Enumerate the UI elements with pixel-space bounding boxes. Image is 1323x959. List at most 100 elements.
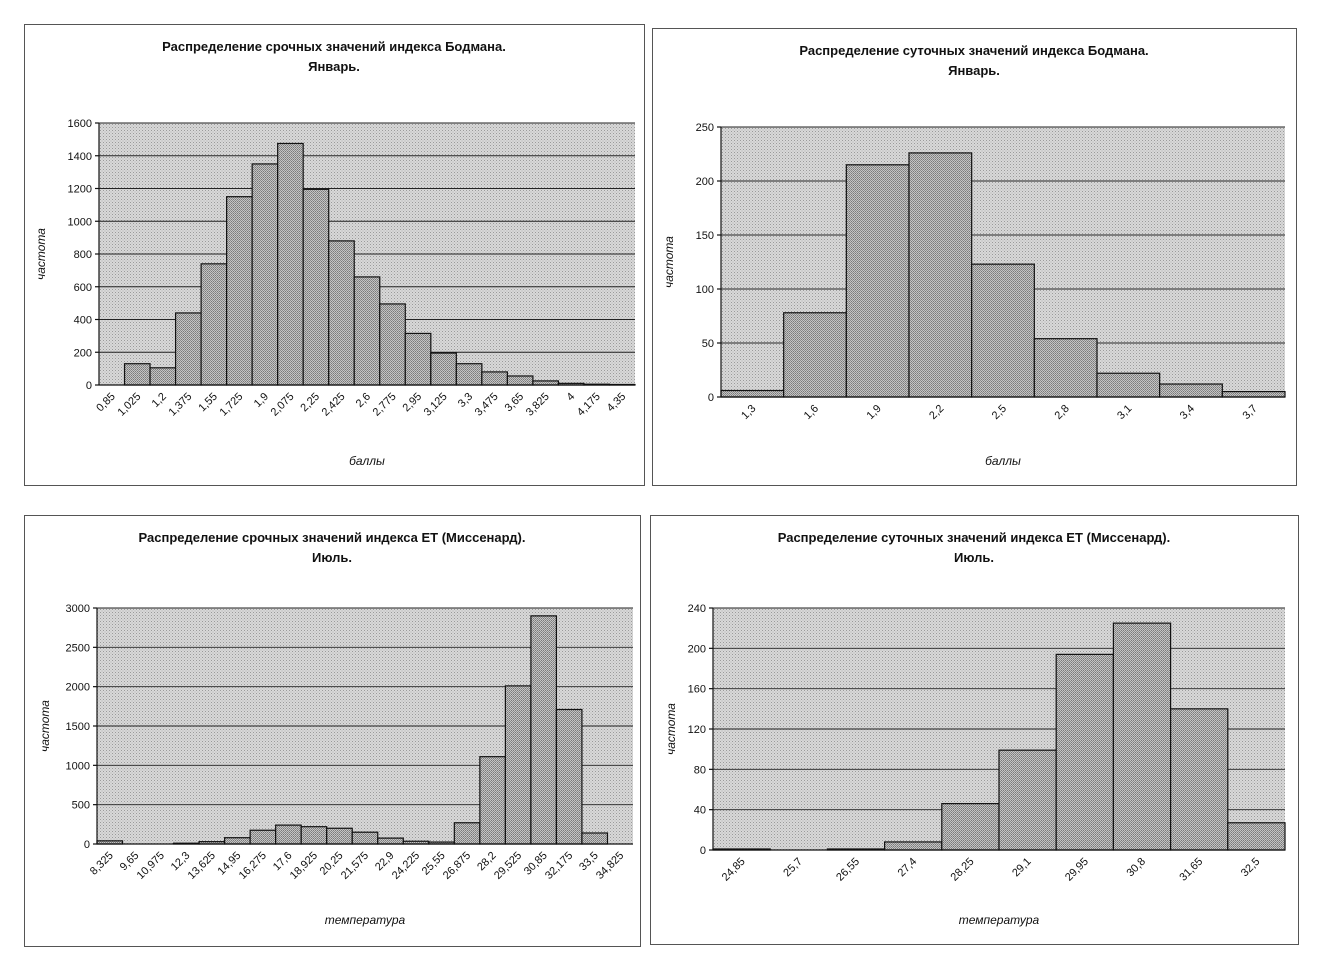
chart-title: Распределение срочных значений индекса Б… bbox=[162, 39, 506, 54]
bar-2 bbox=[149, 367, 177, 386]
x-tick-label: 32,5 bbox=[1239, 856, 1263, 880]
x-tick-label: 26,875 bbox=[441, 850, 473, 882]
bar-7 bbox=[275, 824, 302, 845]
x-tick-label: 31,65 bbox=[1177, 856, 1205, 884]
y-tick-label: 2000 bbox=[66, 682, 90, 694]
x-tick-label: 2,075 bbox=[269, 391, 297, 419]
y-tick-label: 400 bbox=[74, 315, 92, 327]
x-tick-label: 21,575 bbox=[339, 850, 371, 882]
x-tick-label: 3,825 bbox=[524, 391, 552, 419]
x-tick-label: 3,125 bbox=[422, 391, 450, 419]
y-axis-label: частота bbox=[38, 700, 52, 752]
x-tick-label: 1,2 bbox=[150, 391, 169, 410]
x-tick-label: 30,8 bbox=[1124, 856, 1148, 880]
x-tick-label: 24,85 bbox=[720, 856, 748, 884]
x-tick-label: 2,6 bbox=[354, 391, 373, 410]
x-tick-label: 25,7 bbox=[781, 856, 805, 880]
y-tick-label: 600 bbox=[74, 282, 92, 294]
bar-5 bbox=[1033, 338, 1098, 398]
bar-8 bbox=[302, 188, 330, 386]
bar-6 bbox=[249, 829, 277, 845]
x-tick-label: 1,9 bbox=[252, 391, 271, 410]
x-tick-label: 3,65 bbox=[503, 391, 527, 415]
x-tick-label: 2,95 bbox=[401, 391, 425, 415]
chart-panel-bodman-daily-january: Распределение суточных значений индекса … bbox=[652, 28, 1297, 486]
chart-subtitle: Июль. bbox=[312, 550, 352, 565]
x-tick-label: 1,375 bbox=[167, 391, 195, 419]
bar-1 bbox=[783, 312, 847, 398]
bar-4 bbox=[200, 263, 228, 386]
x-tick-label: 8,325 bbox=[88, 850, 116, 878]
y-tick-label: 0 bbox=[700, 845, 706, 857]
x-tick-label: 1,6 bbox=[802, 403, 821, 422]
chart-subtitle: Январь. bbox=[308, 59, 360, 74]
x-tick-label: 3,1 bbox=[1115, 403, 1134, 422]
bar-11 bbox=[377, 837, 404, 845]
bar-9 bbox=[1227, 822, 1286, 851]
x-tick-label: 4,175 bbox=[575, 391, 603, 419]
x-tick-label: 0,85 bbox=[94, 391, 118, 415]
chart-title: Распределение суточных значений индекса … bbox=[778, 530, 1171, 545]
x-tick-label: 27,4 bbox=[896, 856, 920, 880]
y-tick-label: 100 bbox=[696, 284, 714, 296]
y-tick-label: 250 bbox=[696, 122, 714, 134]
bar-7 bbox=[1159, 383, 1223, 398]
x-tick-label: 2,5 bbox=[990, 403, 1009, 422]
x-tick-label: 3,475 bbox=[473, 391, 501, 419]
chart-panel-et-daily-july: Распределение суточных значений индекса … bbox=[650, 515, 1299, 945]
y-tick-label: 0 bbox=[708, 392, 714, 404]
bar-5 bbox=[998, 749, 1057, 851]
y-tick-label: 40 bbox=[694, 805, 706, 817]
bar-17 bbox=[530, 615, 558, 845]
bar-9 bbox=[326, 827, 353, 845]
y-tick-label: 50 bbox=[702, 338, 714, 350]
chart-svg: Распределение срочных значений индекса Б… bbox=[34, 39, 636, 468]
x-tick-label: 10,975 bbox=[135, 850, 167, 882]
bar-4 bbox=[941, 803, 1000, 851]
bar-2 bbox=[845, 164, 910, 398]
x-axis-label: баллы bbox=[349, 454, 385, 468]
y-tick-label: 0 bbox=[86, 380, 92, 392]
x-tick-label: 2,25 bbox=[298, 391, 322, 415]
x-tick-label: 3,3 bbox=[456, 391, 475, 410]
y-tick-label: 1000 bbox=[66, 760, 90, 772]
chart-svg: Распределение срочных значений индекса Е… bbox=[38, 530, 633, 927]
x-tick-label: 29,1 bbox=[1010, 856, 1034, 880]
bar-3 bbox=[174, 312, 202, 386]
x-tick-label: 26,55 bbox=[834, 856, 862, 884]
y-tick-label: 0 bbox=[84, 839, 90, 851]
x-tick-label: 16,275 bbox=[237, 850, 269, 882]
bar-9 bbox=[328, 240, 355, 386]
bar-14 bbox=[455, 363, 483, 386]
x-tick-label: 1,725 bbox=[218, 391, 246, 419]
bar-8 bbox=[300, 826, 328, 845]
y-tick-label: 1600 bbox=[68, 118, 92, 130]
x-tick-label: 24,225 bbox=[390, 850, 422, 882]
chart-title: Распределение суточных значений индекса … bbox=[799, 43, 1148, 58]
y-tick-label: 1500 bbox=[66, 721, 90, 733]
y-axis-label: частота bbox=[662, 236, 676, 288]
bar-17 bbox=[532, 380, 560, 386]
y-tick-label: 200 bbox=[688, 643, 706, 655]
chart-svg: Распределение суточных значений индекса … bbox=[662, 43, 1286, 468]
x-tick-label: 28,25 bbox=[949, 856, 977, 884]
y-tick-label: 3000 bbox=[66, 603, 90, 615]
x-axis-label: температура bbox=[325, 913, 406, 927]
x-tick-label: 4 bbox=[564, 391, 577, 404]
x-tick-label: 4,35 bbox=[605, 391, 629, 415]
bar-5 bbox=[226, 196, 253, 386]
bar-13 bbox=[430, 352, 457, 386]
chart-subtitle: Июль. bbox=[954, 550, 994, 565]
x-tick-label: 2,425 bbox=[320, 391, 348, 419]
bar-15 bbox=[481, 371, 508, 386]
bar-5 bbox=[224, 837, 251, 845]
x-tick-label: 32,175 bbox=[543, 850, 575, 882]
bar-11 bbox=[379, 303, 406, 386]
bar-16 bbox=[506, 375, 534, 386]
y-axis-label: частота bbox=[34, 228, 48, 280]
x-tick-label: 29,525 bbox=[492, 850, 524, 882]
bar-10 bbox=[353, 276, 381, 386]
y-tick-label: 200 bbox=[74, 347, 92, 359]
x-tick-label: 13,625 bbox=[186, 850, 218, 882]
y-tick-label: 1200 bbox=[68, 184, 92, 196]
